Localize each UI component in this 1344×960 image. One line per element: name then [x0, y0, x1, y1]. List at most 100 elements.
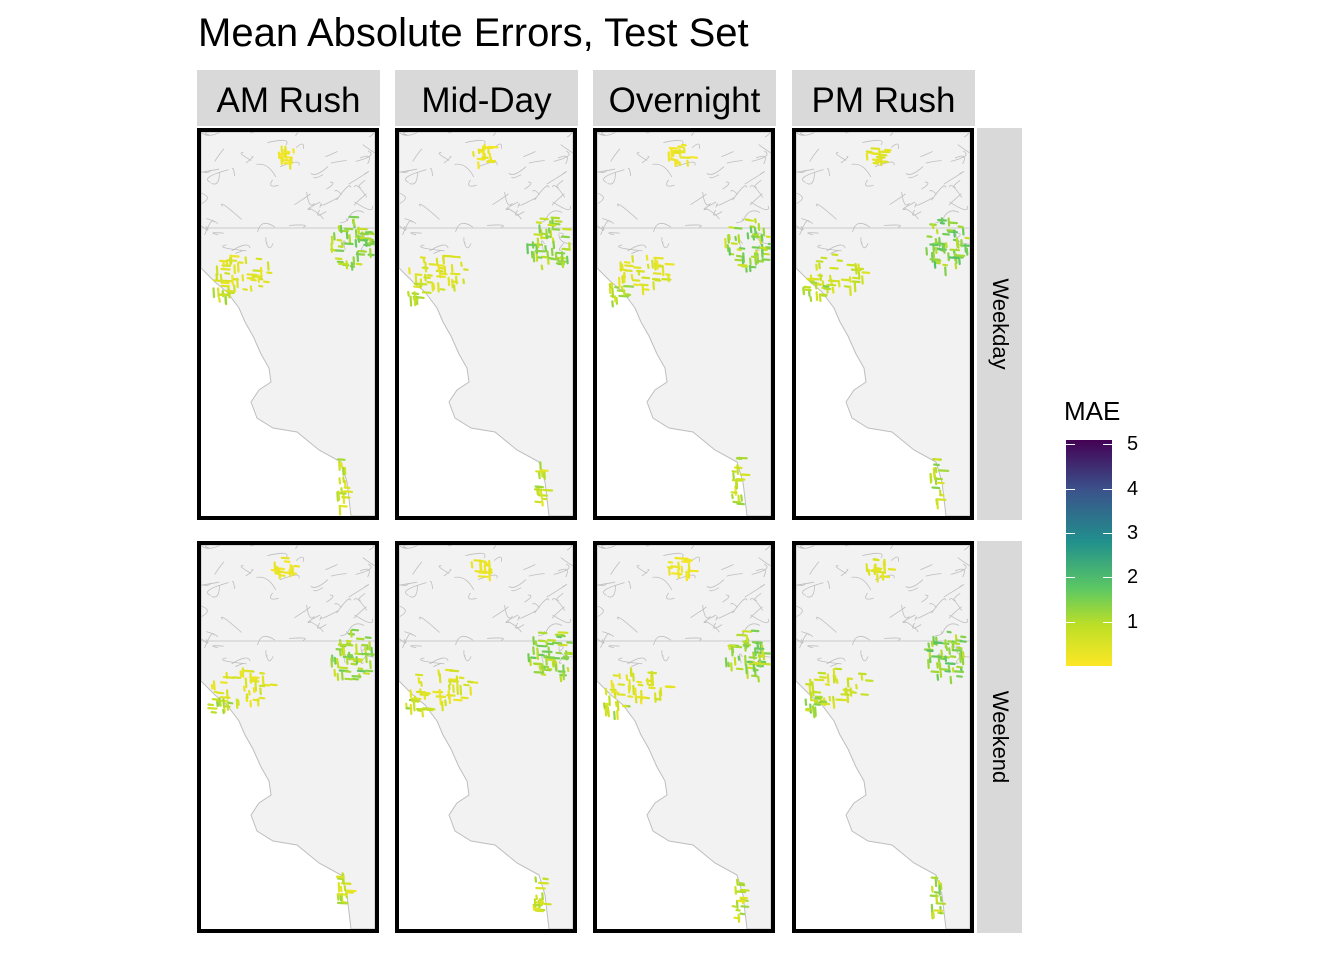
error-segment [659, 687, 663, 697]
error-segment [949, 655, 957, 659]
error-segment [448, 678, 458, 681]
error-segment [745, 663, 748, 675]
error-segment [549, 229, 553, 239]
error-segment [627, 695, 634, 698]
error-segment [536, 644, 548, 648]
error-segment [927, 642, 931, 649]
error-segment [447, 690, 451, 700]
error-segment [334, 257, 343, 261]
error-segment [817, 671, 827, 675]
error-segment [211, 698, 220, 701]
legend-tick [1066, 444, 1075, 446]
error-segment [533, 488, 543, 491]
error-segment [946, 630, 952, 634]
map-panel-am-rush-weekend [197, 541, 379, 933]
error-segment [534, 876, 538, 883]
error-segment [350, 629, 353, 638]
map-panel-overnight-weekday [593, 128, 775, 520]
error-segment [739, 473, 751, 477]
error-segment [938, 884, 941, 896]
error-segment [333, 249, 345, 253]
error-segment [939, 489, 942, 497]
error-segment [241, 669, 245, 678]
error-segment [219, 293, 227, 297]
error-segment [748, 264, 752, 273]
error-segment [220, 681, 228, 684]
error-segment [424, 273, 427, 282]
error-segment [688, 569, 699, 573]
error-segment [828, 274, 832, 281]
error-segment [954, 262, 958, 270]
error-segment [426, 274, 433, 277]
error-segment [414, 275, 418, 285]
legend-tick [1103, 533, 1112, 535]
error-segment [860, 693, 870, 696]
error-segment [936, 662, 939, 669]
error-segment [811, 688, 815, 697]
error-segment [355, 643, 358, 655]
error-segment [545, 658, 555, 662]
legend-tick [1066, 621, 1075, 623]
error-segment [604, 702, 610, 706]
error-segment [623, 261, 631, 264]
error-segment [933, 463, 940, 467]
error-segment [939, 882, 943, 890]
error-segment [292, 148, 295, 154]
error-segment [413, 285, 422, 289]
error-segment [815, 291, 819, 302]
error-segment [937, 880, 941, 887]
error-segment [535, 470, 544, 473]
error-segment [551, 641, 563, 645]
error-segment [213, 683, 216, 691]
error-segment [939, 671, 943, 678]
error-segment [546, 656, 556, 659]
error-segment [962, 651, 965, 660]
error-segment [336, 877, 343, 880]
basemap-land [597, 545, 771, 929]
error-segment [648, 686, 656, 690]
error-segment [831, 286, 835, 294]
legend-label: 4 [1127, 477, 1139, 500]
error-segment [547, 638, 557, 642]
legend-tick [1066, 533, 1075, 535]
error-segment [566, 255, 569, 265]
error-segment [929, 258, 941, 261]
error-segment [804, 698, 808, 706]
error-segment [735, 908, 741, 912]
error-segment [534, 500, 542, 504]
error-segment [222, 697, 225, 708]
error-segment [526, 243, 529, 255]
error-segment [932, 251, 936, 259]
error-segment [541, 650, 553, 654]
error-segment [540, 490, 543, 498]
error-segment [824, 683, 831, 686]
error-segment [484, 564, 491, 567]
error-segment [641, 284, 645, 296]
error-segment [619, 261, 623, 272]
error-segment [478, 560, 487, 563]
error-segment [236, 277, 239, 289]
error-segment [420, 681, 423, 687]
error-segments [802, 147, 970, 510]
error-segment [547, 223, 557, 227]
error-segment [604, 705, 608, 717]
error-segment [937, 498, 947, 501]
error-segment [741, 265, 748, 268]
error-segment [224, 289, 236, 293]
error-segment [826, 673, 830, 684]
error-segment [652, 272, 662, 275]
error-segment [622, 704, 628, 708]
error-segment [685, 573, 689, 582]
error-segment [232, 676, 242, 679]
error-segment [354, 238, 358, 248]
error-segment [735, 457, 743, 460]
error-segment [822, 285, 830, 288]
error-segment [633, 283, 639, 287]
error-segment [942, 243, 946, 254]
legend-tick [1066, 488, 1075, 490]
error-segment [765, 247, 771, 250]
error-segment [338, 505, 342, 516]
error-segment [949, 675, 953, 685]
error-segment [360, 652, 370, 656]
error-segment [884, 148, 892, 152]
